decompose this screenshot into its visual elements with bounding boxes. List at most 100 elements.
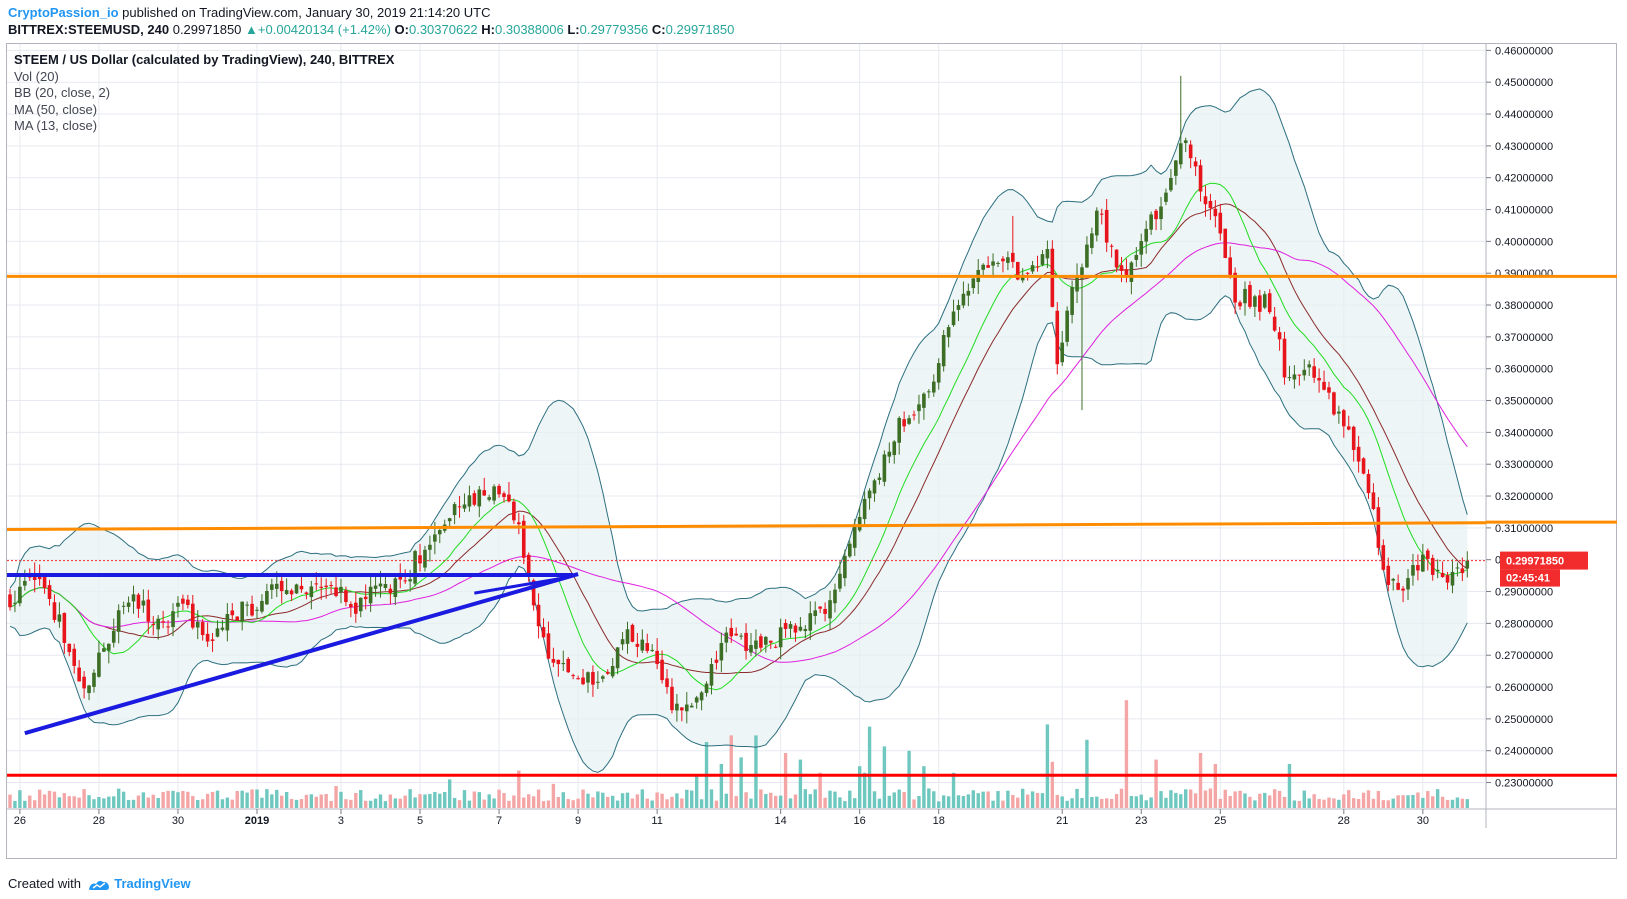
time-tick-label: 28	[93, 815, 105, 827]
volume-bar	[1277, 790, 1282, 808]
volume-bar	[754, 735, 758, 808]
candle-body	[294, 584, 299, 594]
footer-brand[interactable]: TradingView	[114, 876, 191, 891]
volume-bar	[620, 793, 625, 808]
candle-body	[941, 334, 946, 367]
volume-bar	[714, 800, 719, 808]
candle-body	[344, 590, 348, 603]
volume-bar	[1065, 800, 1069, 808]
volume-bar	[1188, 789, 1193, 808]
candle-body	[136, 594, 141, 609]
tradingview-logo-icon	[88, 880, 109, 890]
volume-bar	[699, 799, 704, 808]
volume-bar	[220, 799, 225, 808]
volume-bar	[1080, 797, 1084, 808]
candle-body	[1376, 507, 1381, 548]
volume-bar	[72, 796, 76, 808]
candle-body	[1035, 266, 1040, 268]
volume-bar	[551, 783, 556, 808]
volume-bar	[359, 790, 363, 808]
volume-bar	[131, 799, 136, 808]
candle-body	[1371, 492, 1376, 509]
price-tick-label: 0.32000000	[1495, 491, 1553, 503]
volume-bar	[566, 799, 570, 808]
volume-bar	[467, 800, 472, 808]
footer: Created with TradingView	[8, 876, 191, 892]
candle-body	[684, 704, 689, 712]
candle-body	[161, 621, 165, 623]
volume-bar	[793, 794, 798, 808]
candle-body	[645, 643, 650, 651]
candle-body	[759, 636, 763, 648]
candle-body	[1317, 377, 1321, 381]
candle-body	[200, 622, 205, 636]
volume-bar	[734, 796, 738, 808]
candle-body	[1396, 582, 1400, 590]
volume-bar	[1169, 790, 1173, 808]
time-tick-label: 26	[14, 815, 26, 827]
volume-bar	[146, 797, 151, 808]
candle-body	[363, 596, 368, 600]
candle-body	[240, 601, 244, 622]
legend-ma50[interactable]: MA (50, close)	[14, 101, 98, 117]
volume-bar	[1124, 700, 1129, 808]
candle-body	[561, 662, 566, 665]
candle-body	[141, 600, 146, 606]
volume-bar	[1337, 799, 1341, 808]
candle-body	[852, 526, 857, 548]
candle-body	[1332, 392, 1336, 415]
publisher-name[interactable]: CryptoPassion_io	[8, 5, 119, 20]
volume-bar	[1435, 789, 1440, 808]
volume-bar	[77, 797, 81, 808]
candle-body	[82, 676, 86, 689]
volume-bar	[1021, 788, 1025, 808]
volume-bar	[28, 795, 32, 808]
candle-body	[215, 628, 220, 637]
volume-bar	[378, 794, 383, 808]
volume-bar	[917, 795, 921, 808]
volume-bar	[937, 801, 941, 808]
candle-body	[946, 327, 951, 338]
volume-bar	[329, 801, 333, 808]
candle-body	[897, 417, 901, 443]
candle-body	[689, 705, 694, 708]
candle-body	[1099, 213, 1104, 215]
volume-bar	[23, 800, 27, 808]
candle-body	[512, 501, 516, 521]
candle-body	[1183, 140, 1188, 144]
volume-bar	[1001, 800, 1005, 808]
legend-bollinger[interactable]: BB (20, close, 2)	[14, 85, 111, 100]
volume-bar	[848, 790, 852, 808]
volume-bar	[536, 789, 541, 808]
candle-body	[610, 666, 615, 677]
candle-body	[413, 551, 417, 584]
time-tick-label: 28	[1338, 815, 1350, 827]
candle-body	[768, 640, 773, 643]
candle-body	[92, 672, 96, 687]
volume-bar	[472, 791, 477, 808]
candle-body	[146, 599, 151, 622]
candle-body	[156, 618, 160, 630]
volume-bar	[136, 795, 141, 808]
candle-body	[121, 605, 126, 607]
candle-body	[265, 591, 269, 605]
bollinger-lower	[9, 295, 1468, 773]
candle-body	[472, 493, 477, 505]
candle-body	[951, 311, 956, 326]
volume-bar	[941, 795, 946, 808]
price-tick-label: 0.45000000	[1495, 77, 1553, 89]
volume-bar	[1040, 793, 1045, 808]
candle-body	[754, 640, 758, 649]
candle-body	[1267, 293, 1272, 313]
candle-body	[225, 614, 230, 631]
candle-body	[640, 639, 645, 651]
volume-bar	[1159, 791, 1163, 808]
volume-bar	[1426, 791, 1430, 808]
volume-bar	[314, 796, 318, 808]
volume-bar	[161, 792, 165, 808]
legend-volume[interactable]: Vol (20)	[14, 68, 59, 84]
last-price-badge-text: 0.29971850	[1506, 556, 1564, 568]
publisher-line: CryptoPassion_io published on TradingVie…	[8, 5, 491, 20]
legend-ma13[interactable]: MA (13, close)	[14, 118, 98, 133]
